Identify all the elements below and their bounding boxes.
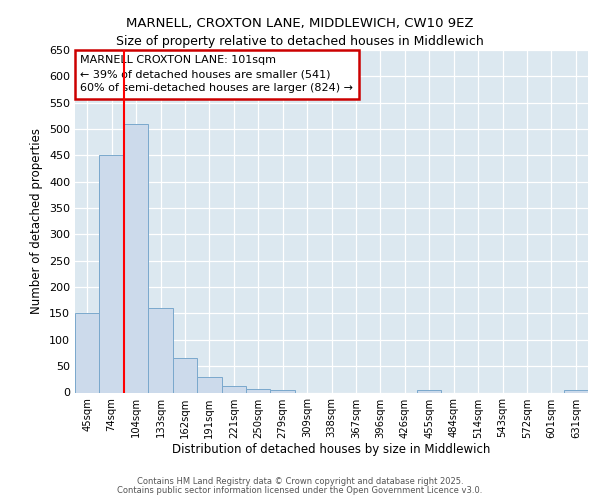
Bar [246,389,271,392]
Bar [197,376,221,392]
Bar [124,124,148,392]
Bar [271,390,295,392]
Text: MARNELL CROXTON LANE: 101sqm
← 39% of detached houses are smaller (541)
60% of s: MARNELL CROXTON LANE: 101sqm ← 39% of de… [80,55,353,93]
Bar [417,390,442,392]
Text: Size of property relative to detached houses in Middlewich: Size of property relative to detached ho… [116,35,484,48]
Bar [173,358,197,392]
Text: MARNELL, CROXTON LANE, MIDDLEWICH, CW10 9EZ: MARNELL, CROXTON LANE, MIDDLEWICH, CW10 … [126,18,474,30]
X-axis label: Distribution of detached houses by size in Middlewich: Distribution of detached houses by size … [172,444,491,456]
Bar [75,314,100,392]
Bar [221,386,246,392]
Text: Contains public sector information licensed under the Open Government Licence v3: Contains public sector information licen… [118,486,482,495]
Bar [100,156,124,392]
Y-axis label: Number of detached properties: Number of detached properties [31,128,43,314]
Bar [563,390,588,392]
Text: Contains HM Land Registry data © Crown copyright and database right 2025.: Contains HM Land Registry data © Crown c… [137,477,463,486]
Bar [148,308,173,392]
